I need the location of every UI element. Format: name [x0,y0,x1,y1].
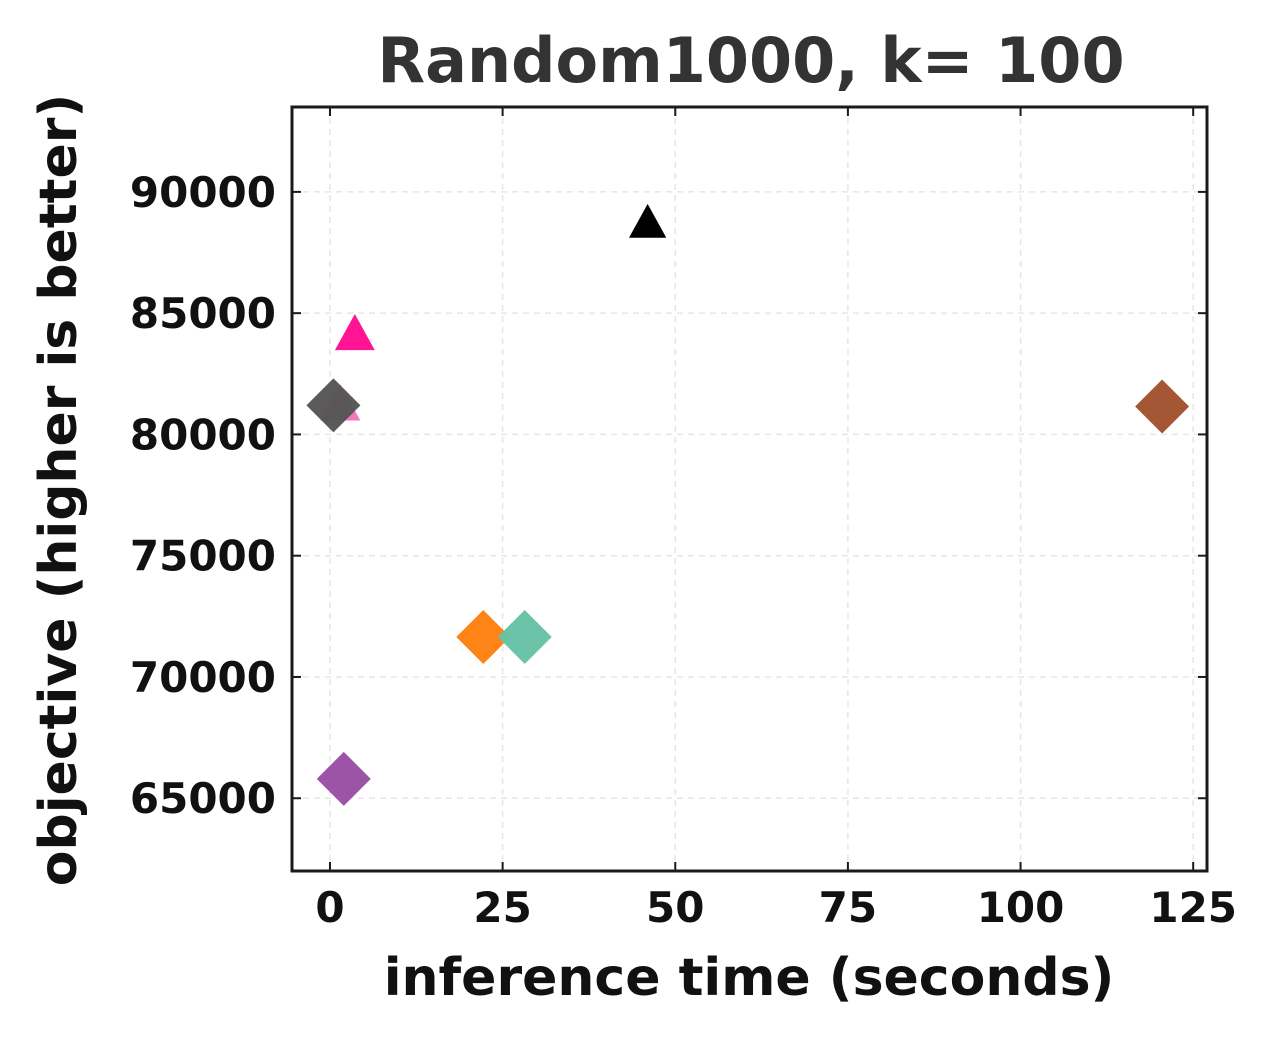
x-tick-label: 50 [646,883,704,932]
diamond-marker [456,609,511,664]
diamond-marker [1135,379,1190,434]
y-tick-label: 80000 [130,410,276,459]
y-tick-label: 85000 [130,289,276,338]
diamond-marker [497,609,552,664]
y-tick-label: 75000 [130,532,276,581]
grid-lines [292,107,1207,871]
axis-ticks: 0 25 50 75 100 125 65000 70000 75000 80000 85000 90… [130,107,1237,932]
x-axis-label: inference time (seconds) [384,948,1115,1008]
x-tick-label: 125 [1149,883,1237,932]
x-tick-label: 100 [977,883,1065,932]
y-axis-label: objective (higher is better) [29,94,89,886]
diamond-marker [306,378,361,433]
x-tick-label: 25 [473,883,531,932]
x-tick-label: 0 [315,883,344,932]
y-tick-label: 65000 [130,774,276,823]
triangle-marker [334,313,375,351]
triangle-marker [626,201,669,240]
plot-frame [290,105,1209,873]
chart-title: Random1000, k= 100 [377,24,1124,97]
x-tick-label: 75 [819,883,877,932]
y-tick-label: 90000 [130,168,276,217]
y-tick-label: 70000 [130,653,276,702]
diamond-marker [316,751,371,806]
data-points [306,201,1190,806]
